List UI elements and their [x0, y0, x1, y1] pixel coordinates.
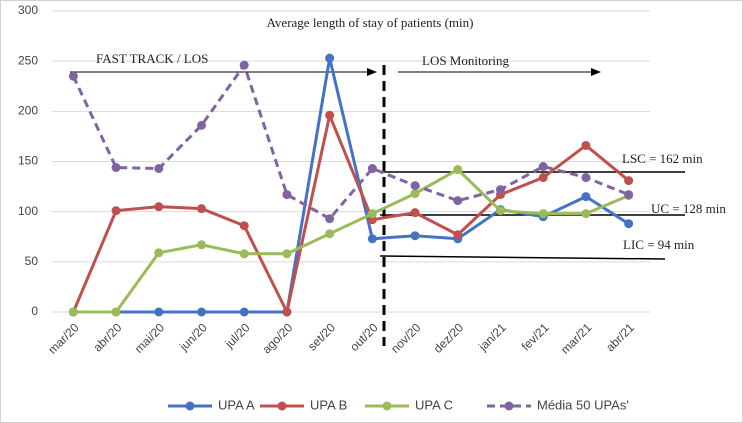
point — [410, 231, 420, 241]
point — [410, 181, 420, 191]
y-tick-label: 250 — [18, 53, 38, 67]
point — [111, 307, 121, 317]
point — [325, 229, 335, 239]
series-line — [71, 61, 630, 221]
annotation: UC = 128 min — [651, 201, 726, 216]
annotation: LOS Monitoring — [422, 53, 510, 68]
legend-marker — [504, 401, 514, 411]
point — [538, 162, 548, 172]
point — [624, 190, 634, 200]
point — [624, 176, 634, 186]
point — [197, 240, 206, 250]
legend-label: UPA A — [218, 397, 255, 412]
point — [154, 307, 164, 317]
point — [68, 71, 78, 81]
point — [581, 173, 591, 183]
point — [239, 221, 249, 231]
legend-marker — [382, 401, 392, 411]
point — [239, 60, 249, 70]
legend-label: UPA B — [310, 397, 347, 412]
y-tick-label: 200 — [18, 104, 38, 118]
chart-title: Average length of stay of patients (min) — [267, 15, 474, 30]
point — [496, 206, 505, 216]
point — [367, 164, 377, 174]
point — [367, 234, 377, 244]
point — [453, 165, 463, 175]
point — [111, 163, 121, 173]
point — [410, 208, 420, 218]
point — [197, 307, 206, 317]
point — [325, 53, 335, 63]
point — [154, 164, 164, 174]
series-line — [71, 110, 630, 317]
y-tick-label: 50 — [25, 254, 39, 268]
y-tick-label: 0 — [31, 304, 38, 318]
annotation: FAST TRACK / LOS — [96, 51, 208, 66]
legend-label: UPA C — [415, 397, 453, 412]
point — [111, 206, 121, 216]
point — [581, 192, 591, 202]
point — [538, 209, 548, 219]
point — [282, 307, 292, 317]
point — [325, 214, 335, 224]
point — [581, 209, 591, 219]
point — [154, 248, 164, 258]
annotation: LIC = 94 min — [623, 237, 695, 252]
series-line — [73, 167, 630, 314]
point — [367, 209, 377, 219]
point — [239, 307, 249, 317]
y-tick-label: 150 — [18, 154, 38, 168]
point — [410, 189, 420, 199]
annotation: LSC = 162 min — [622, 151, 703, 166]
y-tick-label: 100 — [18, 204, 38, 218]
point — [197, 120, 206, 130]
point — [197, 204, 206, 214]
point — [239, 249, 249, 259]
legend-marker — [277, 401, 287, 411]
point — [581, 140, 591, 150]
legend-marker — [185, 401, 195, 411]
point — [68, 307, 78, 317]
point — [154, 202, 164, 212]
point — [325, 110, 335, 120]
point — [282, 249, 292, 259]
point — [282, 190, 292, 200]
point — [496, 185, 505, 195]
legend-label: Média 50 UPAs' — [537, 397, 629, 412]
point — [453, 196, 463, 206]
y-tick-label: 300 — [18, 3, 38, 17]
series-line — [73, 57, 630, 314]
limit-line — [379, 255, 666, 260]
point — [538, 173, 548, 183]
point — [453, 230, 463, 240]
point — [624, 219, 634, 229]
